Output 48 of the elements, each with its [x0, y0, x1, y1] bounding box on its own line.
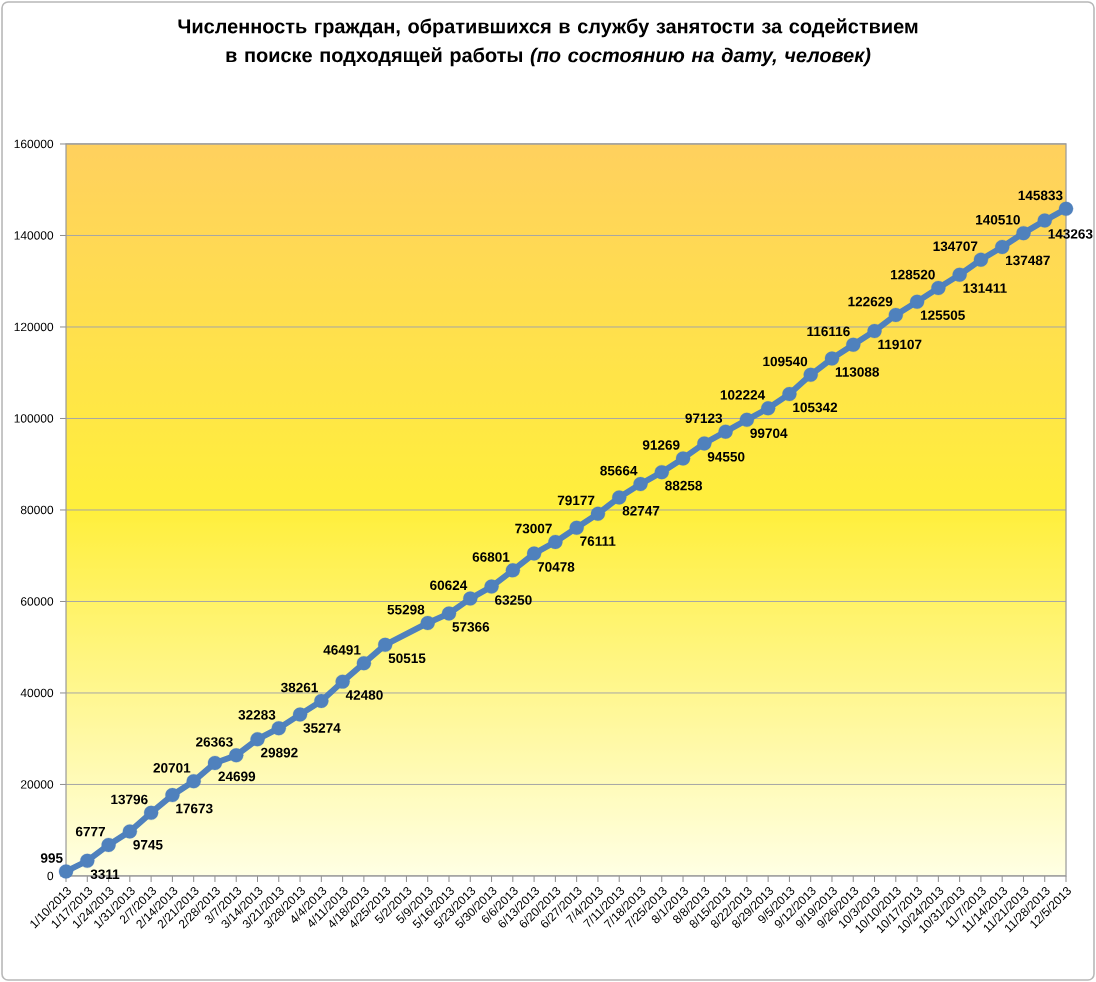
point	[931, 280, 946, 296]
point	[824, 351, 840, 366]
point	[654, 465, 669, 480]
point	[271, 721, 286, 736]
point	[590, 506, 606, 521]
point	[207, 755, 223, 771]
point	[165, 788, 180, 803]
point	[441, 606, 457, 621]
point	[229, 748, 244, 763]
point	[909, 294, 925, 309]
point	[739, 412, 754, 427]
point	[484, 579, 499, 594]
point	[803, 367, 818, 382]
point	[378, 637, 393, 652]
point	[867, 323, 882, 339]
point	[973, 252, 989, 267]
point	[718, 424, 733, 439]
point	[186, 774, 201, 789]
point	[995, 239, 1010, 255]
point	[356, 656, 372, 671]
point	[612, 490, 627, 505]
point	[58, 864, 74, 879]
point	[569, 520, 584, 535]
point	[80, 853, 95, 868]
point	[526, 546, 542, 561]
chart-title: Численность граждан, обратившихся в службу занятости за содействием в поиске подходящей работы (по состоянию на дату, человек)	[178, 18, 918, 67]
point	[101, 837, 116, 853]
point	[761, 401, 776, 416]
point	[505, 563, 520, 578]
point	[1016, 226, 1031, 241]
point	[675, 451, 691, 466]
point	[314, 693, 329, 709]
point	[782, 386, 797, 402]
point	[335, 674, 350, 689]
point	[888, 307, 903, 323]
point	[420, 615, 435, 631]
point	[1058, 201, 1074, 216]
point	[697, 436, 712, 451]
point	[846, 337, 861, 352]
point	[548, 534, 563, 550]
point	[144, 805, 159, 820]
point	[463, 591, 478, 606]
point	[1037, 213, 1052, 228]
point	[292, 707, 308, 722]
point	[952, 267, 967, 282]
point	[250, 732, 265, 747]
point	[633, 476, 648, 492]
point	[122, 824, 137, 839]
